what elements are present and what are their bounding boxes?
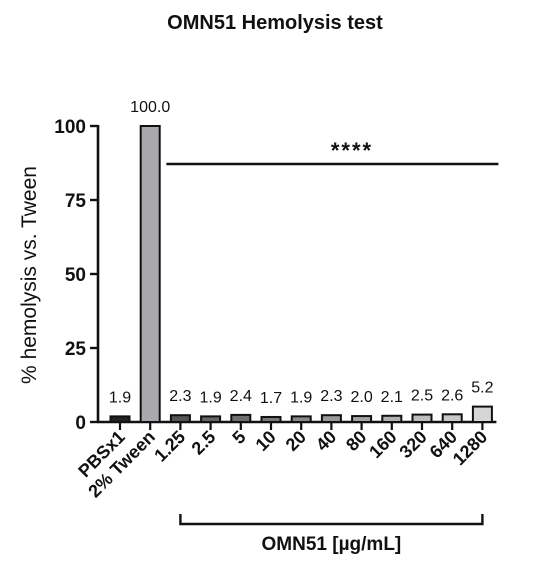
y-tick-label: 0 [75, 413, 86, 434]
data-label: 2.1 [381, 389, 403, 406]
bar [260, 415, 282, 423]
x-tick-label: 1.25 [150, 427, 189, 466]
bar [169, 414, 191, 423]
y-tick-label: 25 [65, 339, 87, 360]
data-label: 2.4 [230, 388, 252, 405]
bar [441, 413, 463, 423]
x-tick-label: 5 [228, 427, 249, 448]
data-label: 2.0 [350, 389, 372, 406]
data-label: 1.7 [260, 390, 282, 407]
y-tick-label: 75 [65, 191, 87, 212]
data-label: 2.3 [169, 388, 191, 405]
chart-title: OMN51 Hemolysis test [167, 12, 383, 34]
data-label: 1.9 [109, 389, 131, 406]
group-bracket-label: OMN51 [µg/mL] [262, 534, 402, 555]
y-axis-label: % hemolysis vs. Tween [18, 166, 41, 384]
bar [471, 405, 493, 424]
bar [230, 413, 252, 423]
bars [109, 125, 493, 424]
bar [411, 413, 433, 424]
y-tick-label: 100 [54, 117, 86, 138]
bar [290, 415, 312, 424]
data-label: 5.2 [471, 380, 493, 397]
x-tick-label: 20 [282, 427, 310, 455]
data-label: 2.3 [320, 388, 342, 405]
x-tick-label: 2.5 [188, 427, 220, 459]
bar [320, 414, 342, 423]
data-label: 1.9 [290, 389, 312, 406]
y-tick-label: 50 [65, 265, 86, 286]
significance-label: **** [331, 138, 373, 163]
group-bracket [179, 514, 484, 526]
data-labels: 1.9 100.0 2.3 1.9 2.4 1.7 1.9 2.3 2.0 2.1 2.5 2.6 5.… [109, 99, 494, 407]
bar [109, 415, 131, 424]
data-label: 1.9 [199, 389, 221, 406]
x-tick-label: 10 [252, 427, 280, 455]
bar [351, 415, 373, 423]
x-tick-label: 40 [312, 427, 340, 455]
data-label: 2.6 [441, 387, 463, 404]
annotations: **** OMN51 [µg/mL] [166, 138, 499, 555]
bar [200, 415, 222, 424]
data-label: 2.5 [411, 388, 433, 405]
data-label: 100.0 [130, 99, 170, 116]
bar [381, 414, 403, 423]
bar [139, 125, 161, 423]
x-tick-label: 1280 [449, 427, 491, 469]
x-tick-label: 160 [365, 427, 400, 462]
axes: 0 25 50 75 100 [54, 117, 497, 434]
x-tick-label: 320 [395, 427, 430, 462]
x-tick-label: 80 [342, 427, 370, 455]
